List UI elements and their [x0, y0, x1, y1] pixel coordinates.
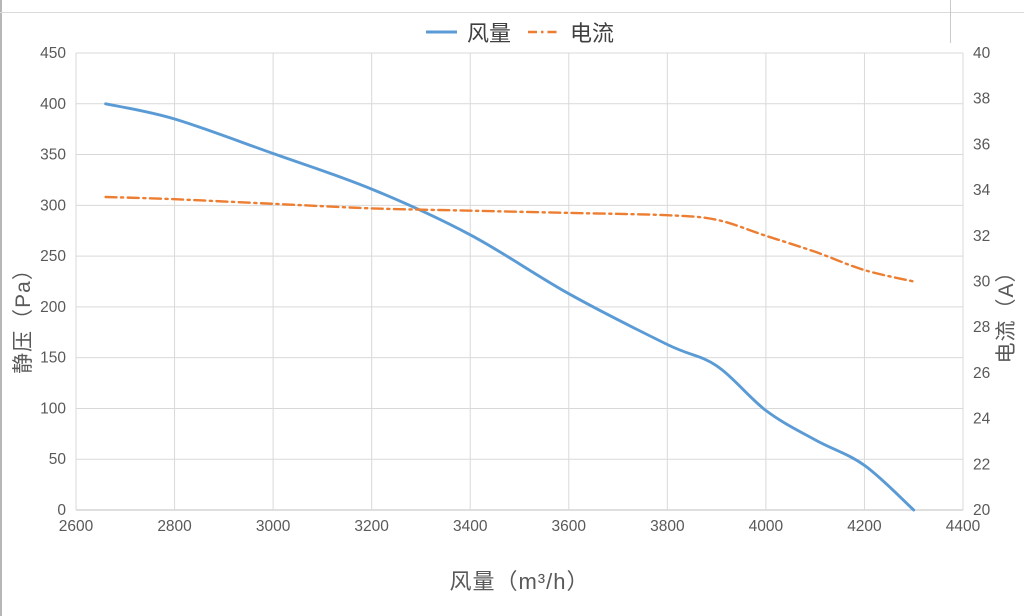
- x-axis-title: 风量（m³/h）: [449, 569, 590, 594]
- y-right-tick-label: 24: [973, 411, 991, 428]
- x-tick-label: 3000: [256, 518, 291, 535]
- y-right-tick-label: 38: [973, 91, 990, 108]
- x-tick-label: 4400: [946, 518, 981, 535]
- x-tick-label: 2600: [59, 518, 94, 535]
- y-right-tick-label: 32: [973, 228, 990, 245]
- y-right-tick-label: 36: [973, 136, 990, 153]
- legend-label-current: 电流: [570, 21, 615, 46]
- y-left-tick-label: 150: [40, 350, 66, 367]
- x-tick-label: 3200: [354, 518, 389, 535]
- x-tick-label: 4000: [749, 518, 784, 535]
- y-right-tick-label: 26: [973, 365, 990, 382]
- table-border-stub: [950, 0, 951, 43]
- legend-item-airflow: 风量: [425, 16, 511, 48]
- y-left-tick-label: 300: [40, 197, 66, 214]
- x-tick-label: 3600: [552, 518, 587, 535]
- y-axis-title-left: 静压（Pa）: [12, 258, 35, 374]
- y-left-tick-label: 100: [40, 400, 66, 417]
- airflow-curve: [104, 102, 916, 512]
- y-right-tick-label: 30: [973, 274, 991, 291]
- airflow-line-swatch: [425, 30, 457, 34]
- y-axis-title-right: 电流（A）: [995, 260, 1018, 364]
- y-left-tick-label: 450: [40, 45, 66, 62]
- legend-label-airflow: 风量: [466, 21, 511, 46]
- current-line-swatch: [528, 30, 560, 34]
- y-left-tick-label: 200: [40, 299, 66, 316]
- x-tick-label: 4200: [847, 518, 882, 535]
- y-right-tick-label: 22: [973, 456, 990, 473]
- y-left-tick-label: 50: [49, 451, 67, 468]
- current-curve: [104, 195, 915, 283]
- y-right-tick-label: 34: [973, 182, 991, 199]
- x-tick-label: 3800: [650, 518, 685, 535]
- y-left-tick-label: 350: [40, 147, 66, 164]
- y-right-tick-label: 40: [973, 45, 991, 62]
- y-right-tick-label: 28: [973, 319, 990, 336]
- y-left-tick-label: 400: [40, 96, 66, 113]
- legend-item-current: 电流: [527, 16, 614, 48]
- y-left-tick-label: 250: [40, 248, 66, 265]
- page-edge-line: [0, 0, 2, 616]
- x-tick-label: 3400: [453, 518, 488, 535]
- chart-legend: 风量 电流: [76, 16, 963, 48]
- y-left-tick-label: 0: [57, 502, 66, 519]
- x-tick-label: 2800: [157, 518, 192, 535]
- y-right-tick-label: 20: [973, 502, 991, 519]
- top-rule-line: [0, 12, 1024, 13]
